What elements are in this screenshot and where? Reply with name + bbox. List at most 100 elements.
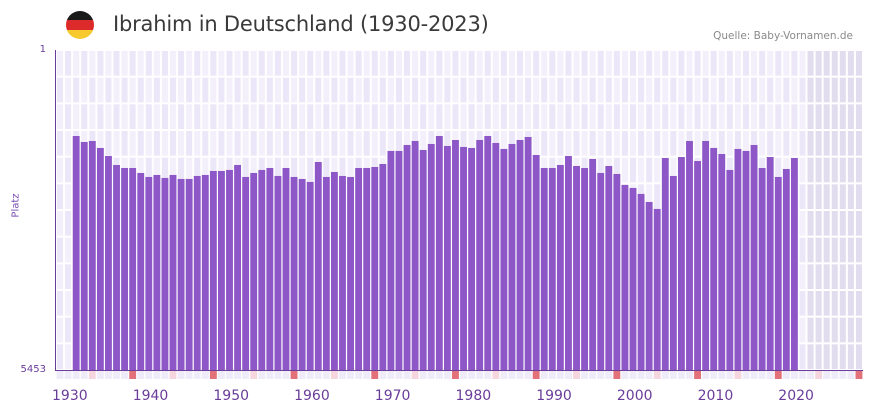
bar-2005 — [661, 158, 669, 370]
bar-2011 — [710, 147, 718, 370]
bar-1988 — [524, 136, 532, 370]
bar-2019 — [774, 176, 782, 370]
bar-1975 — [419, 149, 427, 370]
bar-2004 — [653, 208, 661, 370]
bar-1940 — [137, 172, 145, 370]
y-axis-top-label: 1 — [39, 44, 46, 55]
bar-1991 — [548, 167, 556, 370]
bar-1999 — [613, 173, 621, 370]
bar-2001 — [629, 187, 637, 370]
flag-stripe-black — [66, 11, 94, 21]
bar-2000 — [621, 184, 629, 370]
bar-1989 — [532, 155, 540, 370]
bar-1938 — [121, 167, 129, 370]
bar-1973 — [403, 144, 411, 370]
bar-1958 — [282, 167, 290, 370]
bar-chart-plot — [57, 51, 862, 370]
x-tick-label: 2020 — [778, 388, 814, 404]
bar-2014 — [734, 148, 742, 370]
bar-1994 — [573, 165, 580, 370]
bar-2006 — [669, 175, 677, 370]
bar-2010 — [702, 140, 710, 370]
bar-1978 — [443, 145, 451, 370]
bar-2003 — [645, 201, 653, 370]
bar-1954 — [250, 172, 258, 370]
bar-1955 — [258, 169, 266, 370]
bar-2007 — [677, 157, 685, 370]
bar-1997 — [597, 172, 605, 370]
x-tick-label: 2010 — [697, 388, 734, 404]
bar-1933 — [80, 141, 88, 370]
bar-1963 — [322, 176, 330, 370]
bar-1939 — [129, 167, 137, 370]
bar-2013 — [726, 169, 734, 370]
bar-1970 — [379, 163, 387, 370]
bar-1971 — [387, 150, 395, 370]
bar-2009 — [694, 160, 701, 370]
bar-1996 — [589, 158, 597, 370]
bar-1956 — [266, 167, 274, 370]
bar-1962 — [314, 161, 322, 370]
flag-stripe-gold — [66, 29, 94, 39]
bar-1949 — [209, 170, 217, 370]
bar-1986 — [508, 143, 516, 370]
bar-1935 — [96, 147, 104, 370]
x-axis-line — [55, 370, 863, 371]
bar-1966 — [347, 176, 354, 370]
bar-1944 — [169, 174, 177, 370]
x-tick-label: 1930 — [52, 388, 88, 404]
bar-1972 — [395, 150, 403, 370]
bar-1953 — [242, 176, 250, 370]
x-tick-label: 1970 — [374, 388, 411, 404]
bar-2008 — [686, 140, 693, 370]
bar-1982 — [476, 139, 484, 370]
bar-1965 — [339, 175, 346, 370]
bar-1983 — [484, 135, 492, 370]
bar-1977 — [435, 135, 443, 370]
bar-1987 — [516, 139, 524, 370]
bar-1937 — [113, 164, 120, 370]
bar-1967 — [355, 167, 363, 370]
bar-2018 — [766, 157, 774, 370]
x-tick-label: 2000 — [616, 388, 653, 404]
y-axis-title: Platz — [10, 193, 22, 218]
bar-1959 — [290, 176, 298, 370]
bar-1995 — [581, 167, 589, 370]
bar-2012 — [718, 154, 726, 370]
bar-1941 — [145, 176, 153, 370]
flag-stripe-red — [66, 20, 94, 30]
bar-1961 — [306, 181, 314, 370]
bar-1993 — [565, 156, 572, 370]
bar-2020 — [782, 168, 790, 370]
x-tick-label: 1990 — [536, 388, 572, 404]
x-tick-label: 1940 — [132, 388, 169, 404]
bar-1969 — [371, 166, 379, 370]
chart-title: Ibrahim in Deutschland (1930-2023) — [113, 12, 489, 36]
bar-1934 — [88, 140, 96, 370]
bar-1950 — [218, 170, 225, 370]
bar-1947 — [193, 175, 201, 370]
bar-1957 — [274, 175, 282, 370]
bar-1948 — [201, 174, 209, 370]
bar-1943 — [161, 177, 169, 370]
bar-2016 — [750, 144, 758, 370]
bar-1979 — [452, 139, 459, 370]
x-tick-label: 1960 — [294, 388, 330, 404]
bar-1968 — [363, 167, 371, 370]
bar-2021 — [790, 158, 798, 370]
source-credit: Quelle: Baby-Vornamen.de — [713, 30, 853, 42]
year-marker-strip — [56, 371, 863, 379]
bar-1992 — [556, 164, 564, 370]
bar-1942 — [153, 174, 161, 370]
germany-flag-icon — [66, 11, 94, 39]
bar-1976 — [427, 143, 435, 370]
bar-1980 — [460, 146, 467, 370]
bar-2017 — [758, 167, 766, 370]
bar-1981 — [468, 147, 476, 370]
bar-1932 — [72, 135, 80, 370]
bar-1974 — [411, 140, 419, 370]
x-tick-label: 1950 — [213, 388, 250, 404]
bar-1960 — [298, 178, 306, 370]
bar-1946 — [185, 178, 193, 370]
bar-1952 — [234, 164, 242, 370]
